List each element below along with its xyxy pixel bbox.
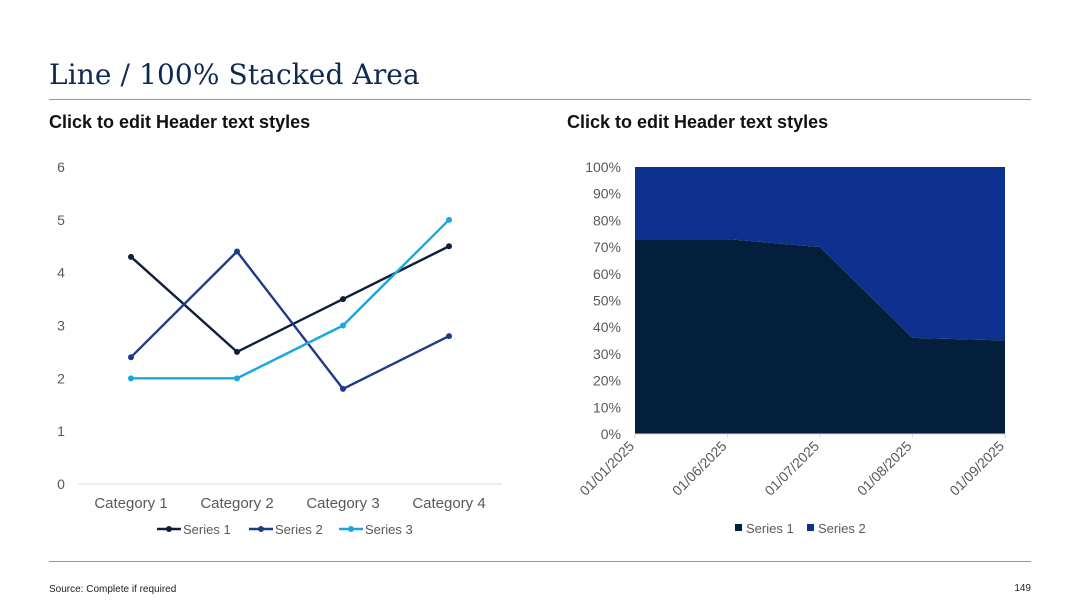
legend-label: Series 1 bbox=[746, 521, 794, 536]
y-tick-label: 10% bbox=[593, 399, 621, 415]
y-tick-label: 3 bbox=[57, 318, 65, 334]
legend-label: Series 2 bbox=[275, 522, 323, 537]
legend-marker bbox=[348, 526, 354, 532]
data-point bbox=[446, 333, 452, 340]
stacked-area-chart: 0% 10% 20% 30% 40% 50% 60% 70% 80% 90% 100% 01/01/2… bbox=[576, 159, 1007, 536]
x-tick-label: 01/09/2025 bbox=[946, 438, 1007, 499]
y-tick-label: 100% bbox=[585, 159, 621, 175]
right-chart-header: Click to edit Header text styles bbox=[567, 112, 829, 132]
data-point bbox=[234, 375, 240, 382]
x-tick-label: 01/07/2025 bbox=[761, 438, 822, 499]
legend-swatch bbox=[807, 524, 814, 531]
data-point bbox=[340, 322, 346, 329]
x-tick-label: Category 1 bbox=[94, 495, 167, 512]
title-divider bbox=[49, 99, 1031, 100]
data-point bbox=[128, 375, 134, 382]
x-tick-label: Category 2 bbox=[200, 495, 273, 512]
page-number: 149 bbox=[1014, 583, 1031, 594]
data-point bbox=[340, 296, 346, 303]
y-tick-label: 60% bbox=[593, 266, 621, 282]
data-point bbox=[446, 243, 452, 250]
footer-divider bbox=[49, 561, 1031, 562]
data-point bbox=[234, 248, 240, 255]
y-tick-label: 5 bbox=[57, 212, 65, 228]
y-tick-label: 70% bbox=[593, 239, 621, 255]
data-point bbox=[234, 348, 240, 355]
data-point bbox=[128, 354, 134, 361]
y-tick-label: 20% bbox=[593, 373, 621, 389]
line-chart: 0 1 2 3 4 5 6 Category 1 Category 2 Category 3 Cat… bbox=[57, 159, 502, 537]
x-tick-label: 01/01/2025 bbox=[576, 438, 637, 499]
legend-marker bbox=[258, 526, 264, 532]
y-tick-label: 4 bbox=[57, 265, 65, 281]
legend-label: Series 1 bbox=[183, 522, 231, 537]
x-tick-label: Category 4 bbox=[412, 495, 485, 512]
legend-marker bbox=[166, 526, 172, 532]
data-point bbox=[446, 216, 452, 223]
x-tick-label: 01/06/2025 bbox=[669, 438, 730, 499]
series-line bbox=[131, 218, 450, 380]
data-point bbox=[128, 253, 134, 260]
series-line bbox=[130, 250, 450, 391]
data-point bbox=[340, 385, 346, 392]
source-note: Source: Complete if required bbox=[49, 584, 177, 595]
y-tick-label: 0 bbox=[57, 476, 65, 492]
y-tick-label: 40% bbox=[593, 319, 621, 335]
y-tick-label: 2 bbox=[57, 370, 65, 386]
y-tick-label: 90% bbox=[593, 186, 621, 202]
y-tick-label: 80% bbox=[593, 212, 621, 228]
x-tick-label: 01/08/2025 bbox=[854, 438, 915, 499]
legend-label: Series 2 bbox=[818, 521, 866, 536]
y-tick-label: 50% bbox=[593, 293, 621, 309]
y-tick-label: 0% bbox=[601, 426, 621, 442]
y-tick-label: 1 bbox=[57, 423, 65, 439]
legend-swatch bbox=[735, 524, 742, 531]
y-tick-label: 6 bbox=[57, 159, 65, 175]
y-tick-label: 30% bbox=[593, 346, 621, 362]
left-chart-header: Click to edit Header text styles bbox=[49, 112, 311, 132]
slide-title: Line / 100% Stacked Area bbox=[49, 58, 420, 91]
legend-label: Series 3 bbox=[365, 522, 413, 537]
x-tick-label: Category 3 bbox=[306, 495, 379, 512]
area-series bbox=[635, 239, 1005, 434]
area-series bbox=[635, 167, 1005, 341]
